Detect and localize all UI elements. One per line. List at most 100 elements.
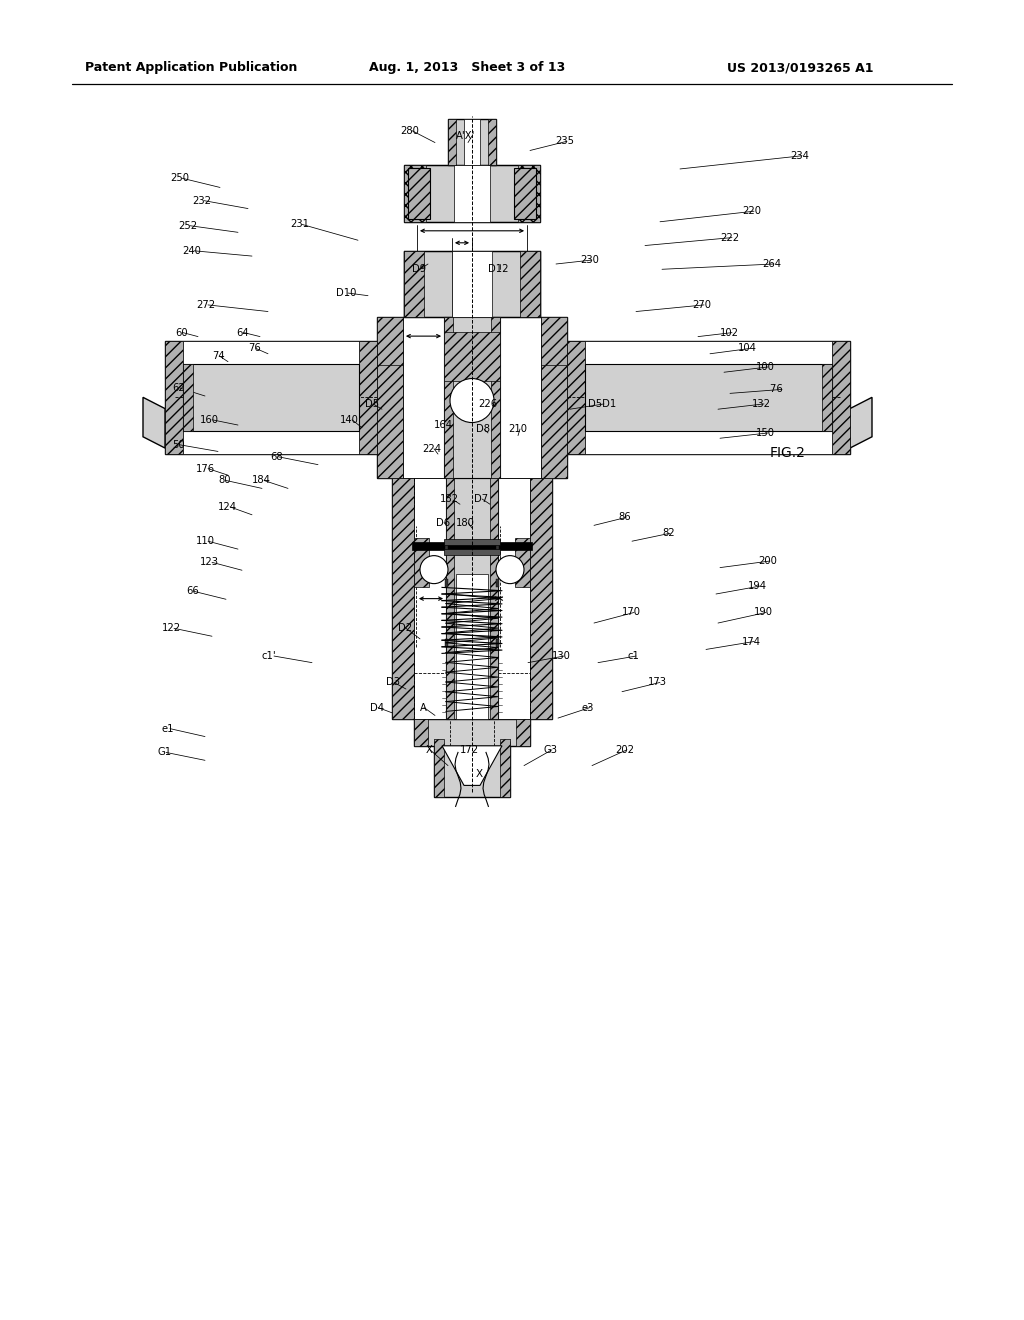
Text: 230: 230	[580, 255, 599, 265]
Bar	[541, 317, 567, 366]
Text: 50: 50	[172, 440, 184, 450]
Polygon shape	[442, 746, 502, 785]
Text: 68: 68	[270, 451, 283, 462]
Text: 252: 252	[178, 220, 198, 231]
Bar	[404, 251, 540, 317]
Text: US 2013/0193265 A1: US 2013/0193265 A1	[727, 62, 873, 74]
Text: 220: 220	[742, 206, 761, 216]
Text: D7: D7	[474, 494, 488, 504]
Text: 172: 172	[460, 744, 479, 755]
Text: 62: 62	[172, 383, 184, 393]
Bar	[414, 719, 428, 746]
Bar	[444, 549, 500, 556]
Text: 231: 231	[290, 219, 309, 230]
Bar	[444, 317, 500, 478]
Text: 122: 122	[162, 623, 181, 634]
Bar	[414, 478, 530, 719]
Text: D4: D4	[370, 702, 384, 713]
Text: 160: 160	[200, 414, 219, 425]
Bar	[518, 165, 540, 222]
Text: D5: D5	[365, 399, 379, 409]
Bar	[445, 578, 449, 586]
Bar	[404, 165, 426, 222]
Text: 150: 150	[756, 428, 775, 438]
Text: 164: 164	[434, 420, 453, 430]
Text: 182: 182	[440, 494, 459, 504]
Text: 132: 132	[752, 399, 771, 409]
Bar	[412, 543, 532, 550]
Bar	[822, 363, 831, 432]
Circle shape	[450, 379, 494, 422]
Text: 200: 200	[758, 556, 777, 566]
Text: 130: 130	[552, 651, 570, 661]
Polygon shape	[850, 397, 872, 447]
Bar	[488, 119, 496, 165]
Text: 250: 250	[170, 173, 189, 183]
Text: 174: 174	[742, 636, 761, 647]
Text: 226: 226	[478, 399, 497, 409]
Bar	[496, 543, 499, 550]
Text: D8: D8	[476, 424, 490, 434]
Text: 176: 176	[196, 463, 215, 474]
Text: 76: 76	[770, 384, 785, 395]
Text: 60: 60	[175, 327, 187, 338]
Bar	[446, 478, 498, 719]
Text: 224: 224	[422, 444, 441, 454]
Bar	[515, 539, 530, 586]
Bar	[449, 119, 496, 165]
Bar	[183, 363, 359, 432]
Text: 270: 270	[692, 300, 711, 310]
Circle shape	[496, 556, 524, 583]
Bar	[585, 363, 831, 432]
Bar	[165, 341, 183, 454]
Text: X: X	[426, 744, 433, 755]
Bar	[444, 317, 453, 478]
Bar	[541, 317, 567, 478]
Text: 110: 110	[196, 536, 215, 546]
Bar	[530, 478, 552, 719]
Bar	[445, 543, 449, 550]
Text: 80: 80	[218, 475, 230, 486]
Bar	[520, 251, 540, 317]
Bar	[414, 539, 429, 586]
Text: 180: 180	[456, 517, 475, 528]
Text: 102: 102	[720, 327, 739, 338]
Text: c1: c1	[628, 651, 640, 661]
Bar	[464, 119, 480, 165]
Text: FIG.2: FIG.2	[770, 446, 806, 459]
Text: D9: D9	[412, 264, 426, 275]
Bar	[496, 578, 499, 586]
Bar	[567, 341, 585, 454]
Bar	[449, 119, 456, 165]
Bar	[444, 540, 500, 545]
Text: 280: 280	[400, 125, 419, 136]
Text: 170: 170	[622, 607, 641, 618]
Text: 66: 66	[186, 586, 199, 597]
Bar	[377, 317, 403, 366]
Text: 124: 124	[218, 502, 237, 512]
Text: 272: 272	[196, 300, 215, 310]
Text: D2: D2	[398, 623, 412, 634]
Text: 240: 240	[182, 246, 201, 256]
Text: 184: 184	[252, 475, 271, 486]
Bar	[404, 165, 540, 222]
Text: 123: 123	[200, 557, 219, 568]
Text: G3: G3	[544, 744, 558, 755]
Bar	[403, 317, 541, 478]
Bar	[567, 341, 850, 454]
Bar	[359, 341, 377, 454]
Bar	[392, 478, 414, 719]
Text: 232: 232	[193, 195, 211, 206]
Text: 100: 100	[756, 362, 775, 372]
Circle shape	[420, 556, 449, 583]
Bar	[454, 165, 490, 222]
Bar	[165, 341, 377, 454]
Text: D12: D12	[488, 264, 509, 275]
Bar	[408, 168, 430, 219]
Bar	[452, 251, 492, 317]
Text: A'X': A'X'	[456, 131, 475, 141]
Text: 235: 235	[555, 136, 574, 147]
Bar	[831, 341, 850, 454]
Bar	[496, 639, 499, 647]
Bar	[490, 478, 498, 719]
